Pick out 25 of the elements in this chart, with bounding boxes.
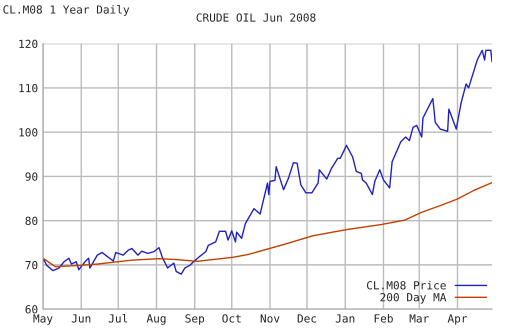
chart-title: CRUDE OIL Jun 2008: [196, 13, 316, 22]
x-tick-label: May: [33, 314, 53, 325]
x-tick-label: Apr: [448, 314, 468, 325]
y-tick-label: 100: [19, 128, 38, 137]
x-tick-label: Nov: [260, 314, 280, 323]
text: CL.M08 1 Year Daily: [3, 5, 130, 16]
x-tick-label: Feb: [374, 314, 393, 323]
line-series: [43, 182, 492, 268]
y-tick-label: 60: [25, 305, 38, 314]
x-tick-label: Sep: [185, 314, 204, 325]
y-tick-label: 80: [25, 216, 38, 226]
x-tick-label: Oct: [222, 314, 241, 323]
x-tick-label: Jun: [72, 314, 90, 323]
line-series: [43, 50, 492, 275]
x-tick-label: Dec: [298, 314, 316, 323]
y-tick-label: 90: [25, 172, 38, 181]
legend-label: CL.M08 Price: [366, 280, 446, 290]
x-tick-label: Jan: [336, 314, 354, 323]
y-tick-label: 120: [19, 40, 38, 48]
x-tick-label: Jul: [108, 314, 128, 323]
x-tick-label: Aug: [146, 314, 166, 325]
legend-label: 200 Day MA: [380, 293, 446, 304]
x-tick-label: Mar: [410, 314, 429, 323]
y-tick-label: 70: [26, 260, 38, 270]
y-tick-label: 110: [19, 84, 38, 92]
